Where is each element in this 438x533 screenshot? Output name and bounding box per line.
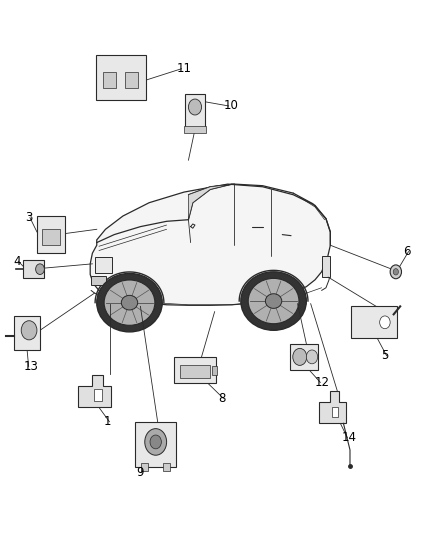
Bar [14, 316, 40, 350]
Bar [22, 260, 44, 278]
Text: 9: 9 [136, 466, 144, 479]
Bar [290, 344, 318, 370]
Circle shape [390, 265, 402, 279]
Bar [94, 389, 102, 401]
Circle shape [188, 99, 201, 115]
Ellipse shape [265, 294, 282, 309]
Polygon shape [78, 375, 111, 407]
Bar [212, 366, 217, 375]
Ellipse shape [241, 272, 306, 330]
Text: 10: 10 [223, 100, 238, 112]
Bar [174, 357, 216, 383]
Circle shape [306, 350, 318, 364]
Circle shape [150, 435, 161, 449]
Bar [42, 229, 60, 245]
Bar [95, 55, 146, 100]
Circle shape [293, 349, 307, 366]
Bar [163, 463, 170, 471]
Polygon shape [188, 184, 234, 220]
Bar [332, 407, 338, 417]
Bar [103, 72, 117, 88]
Bar [351, 306, 397, 338]
Text: 11: 11 [176, 62, 191, 75]
Ellipse shape [248, 278, 299, 324]
Bar [37, 216, 65, 253]
Ellipse shape [104, 280, 155, 325]
Text: 13: 13 [23, 360, 38, 373]
Text: 3: 3 [25, 211, 32, 224]
Text: 4: 4 [13, 255, 21, 268]
Text: 1: 1 [104, 415, 112, 428]
Circle shape [393, 269, 399, 275]
Bar [184, 126, 206, 133]
Text: 14: 14 [342, 431, 357, 444]
Circle shape [21, 321, 37, 340]
Bar [125, 72, 138, 88]
Polygon shape [90, 184, 330, 305]
Bar [141, 463, 148, 471]
Circle shape [35, 264, 44, 274]
Text: 12: 12 [315, 376, 330, 389]
Text: 8: 8 [218, 392, 226, 405]
Bar [180, 365, 210, 378]
Text: 6: 6 [403, 245, 411, 258]
Bar [321, 256, 330, 277]
Ellipse shape [97, 273, 162, 332]
Ellipse shape [121, 295, 138, 310]
Bar [185, 94, 205, 131]
Circle shape [145, 429, 166, 455]
Circle shape [380, 316, 390, 329]
Bar [135, 422, 177, 467]
Bar [95, 257, 112, 273]
Bar [91, 276, 106, 285]
Polygon shape [318, 391, 346, 423]
Text: 5: 5 [381, 349, 389, 362]
